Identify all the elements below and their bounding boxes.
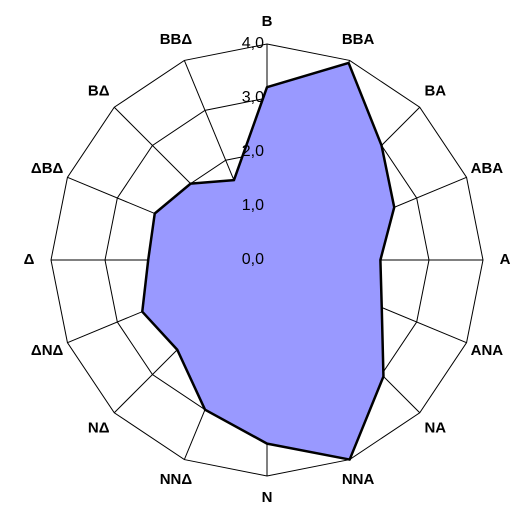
tick-label: 1,0 (242, 197, 264, 214)
category-label: Δ (24, 251, 35, 268)
category-label: NNA (342, 471, 375, 488)
category-label: BBA (342, 31, 375, 48)
category-label: NA (424, 419, 446, 436)
tick-label: 2,0 (242, 143, 264, 160)
data-area (141, 61, 396, 461)
category-label: ΔBΔ (31, 160, 64, 177)
category-label: BΔ (88, 83, 110, 100)
category-label: BBΔ (160, 31, 193, 48)
tick-label: 0,0 (242, 251, 264, 268)
category-label: NΔ (88, 419, 110, 436)
category-label: ΔNΔ (31, 342, 64, 359)
category-label: ABA (471, 160, 504, 177)
category-label: N (262, 489, 273, 506)
category-label: A (500, 251, 511, 268)
category-label: NNΔ (160, 471, 193, 488)
category-label: ANA (471, 342, 504, 359)
tick-label: 4,0 (242, 35, 264, 52)
tick-label: 3,0 (242, 89, 264, 106)
category-label: B (262, 13, 273, 30)
category-label: BA (424, 83, 446, 100)
